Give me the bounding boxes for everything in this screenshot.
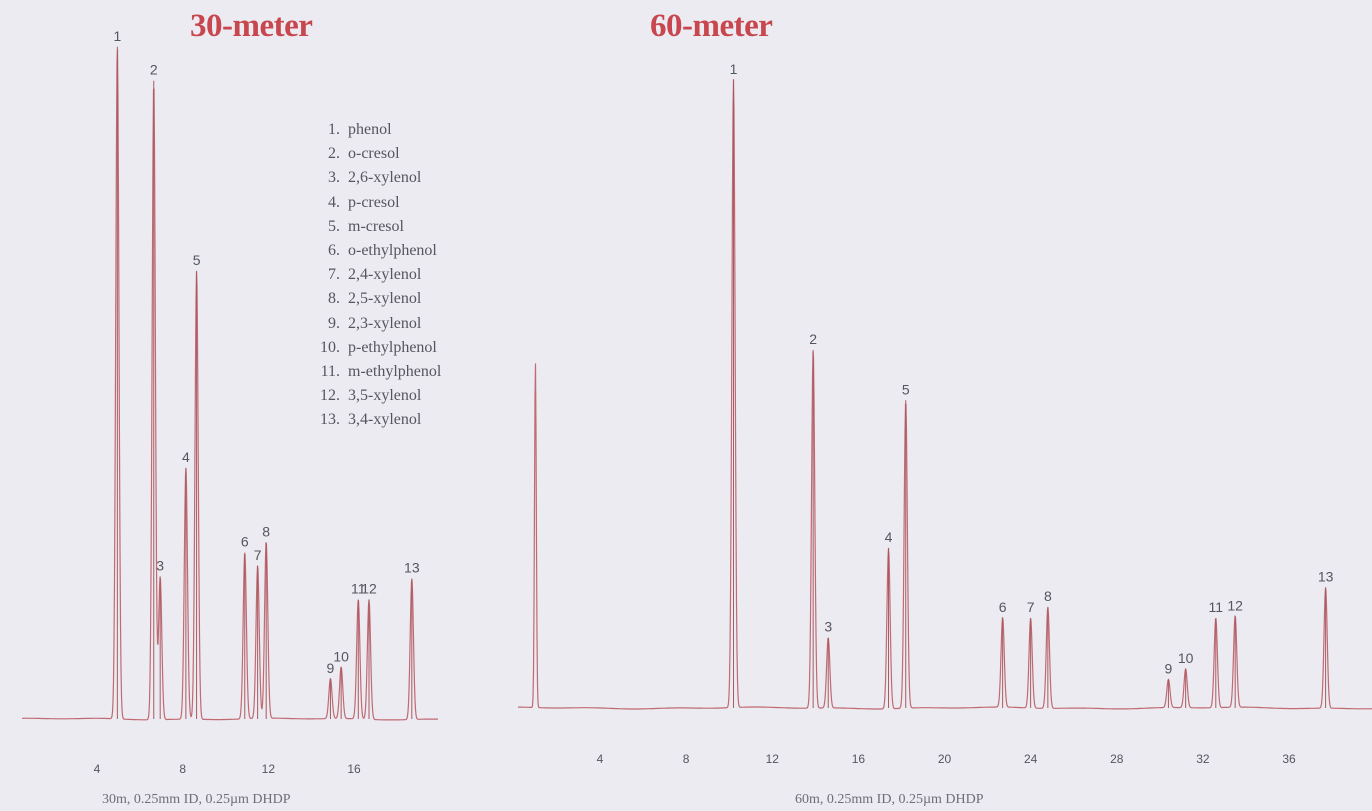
legend-number: 2. [328,145,340,163]
legend-number: 3. [328,169,340,187]
peak-label-3: 3 [156,557,164,573]
legend-number: 13. [320,411,340,429]
legend-number: 9. [328,314,340,332]
peak-label-11: 11 [1209,599,1224,615]
peak-label-8: 8 [262,523,270,539]
legend-compound: o-cresol [348,145,400,163]
peak-label-11: 11 [351,580,366,596]
legend-compound: m-cresol [348,217,404,235]
legend-number: 5. [328,217,340,235]
legend-item: 4. p-cresol [314,191,441,215]
peak-label-13: 13 [404,559,420,575]
x-tick-label: 36 [1282,752,1296,766]
column-caption-30m: 30m, 0.25mm ID, 0.25µm DHDP [102,792,291,807]
legend-number: 12. [320,387,340,405]
legend-item: 6. o-ethylphenol [314,239,441,263]
legend-item: 9. 2,3-xylenol [314,312,441,336]
legend-item: 11. m-ethylphenol [314,360,442,384]
column-caption-60m: 60m, 0.25mm ID, 0.25µm DHDP [795,792,984,807]
legend-compound: 3,4-xylenol [348,411,422,429]
legend-compound: 2,6-xylenol [348,169,422,187]
peak-label-10: 10 [333,648,349,664]
peak-label-1: 1 [113,28,121,44]
x-tick-label: 4 [94,762,101,776]
legend-item: 1. phenol [314,118,441,142]
legend-compound: 2,3-xylenol [348,314,422,332]
legend-number: 10. [320,338,340,356]
peak-label-7: 7 [254,547,262,563]
peak-label-3: 3 [824,619,832,635]
peak-label-5: 5 [193,252,201,268]
peak-label-12: 12 [361,580,377,596]
peak-legend: 1. phenol 2. o-cresol 3. 2,6-xylenol 4. p-cr… [314,118,441,433]
peak-label-4: 4 [885,529,893,545]
peak-label-10: 10 [1178,650,1194,666]
peak-label-4: 4 [182,449,190,465]
legend-item: 5. m-cresol [314,215,441,239]
x-tick-label: 12 [262,762,276,776]
legend-number: 4. [328,193,340,211]
peak-label-5: 5 [902,381,910,397]
legend-item: 8. 2,5-xylenol [314,287,441,311]
legend-compound: p-ethylphenol [348,338,437,356]
x-tick-label: 32 [1196,752,1210,766]
peak-label-6: 6 [999,599,1007,615]
x-tick-label: 20 [938,752,952,766]
legend-number: 11. [320,363,340,381]
peak-label-1: 1 [730,61,738,77]
legend-compound: 2,5-xylenol [348,290,422,308]
legend-compound: o-ethylphenol [348,242,437,260]
peak-label-2: 2 [150,62,158,78]
x-tick-label: 12 [766,752,780,766]
x-tick-label: 16 [852,752,866,766]
x-tick-label: 8 [179,762,186,776]
chart-title-60m: 60-meter [650,8,773,44]
legend-item: 3. 2,6-xylenol [314,166,441,190]
x-tick-label: 28 [1110,752,1124,766]
peak-label-7: 7 [1027,599,1035,615]
legend-number: 1. [328,121,340,138]
legend-item: 2. o-cresol [314,142,441,166]
peak-label-2: 2 [809,331,817,347]
peak-label-8: 8 [1044,588,1052,604]
legend-compound: 3,5-xylenol [348,387,422,405]
legend-compound: 2,4-xylenol [348,266,422,284]
legend-compound: m-ethylphenol [348,363,442,381]
chart-title-30m: 30-meter [190,8,313,44]
legend-number: 7. [328,266,340,284]
legend-number: 6. [328,242,340,260]
legend-compound: phenol [348,121,392,138]
legend-number: 8. [328,290,340,308]
x-tick-label: 16 [347,762,361,776]
peak-label-9: 9 [1165,661,1173,677]
signal-trace [517,78,1372,710]
x-tick-label: 8 [683,752,690,766]
legend-compound: p-cresol [348,193,400,211]
peak-label-9: 9 [327,660,335,676]
x-tick-label: 4 [597,752,604,766]
peak-label-6: 6 [241,534,249,550]
peak-label-12: 12 [1227,597,1243,613]
legend-item: 13. 3,4-xylenol [314,408,441,432]
legend-item: 12. 3,5-xylenol [314,384,441,408]
peak-label-13: 13 [1318,568,1334,584]
x-tick-label: 24 [1024,752,1038,766]
legend-item: 10. p-ethylphenol [314,336,441,360]
legend-item: 7. 2,4-xylenol [314,263,441,287]
